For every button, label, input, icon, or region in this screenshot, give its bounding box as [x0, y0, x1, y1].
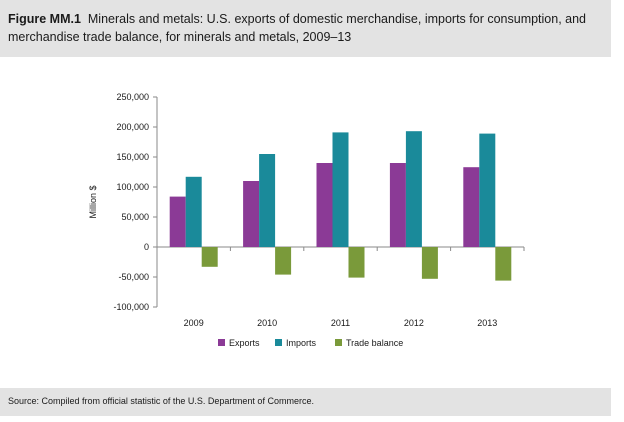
- legend-swatch-imports: [275, 339, 282, 346]
- bar-imports-2013: [479, 133, 496, 247]
- x-category-label: 2011: [331, 318, 350, 328]
- y-tick-label: -50,000: [118, 272, 149, 282]
- y-tick-label: -100,000: [113, 302, 149, 312]
- figure-label: Figure MM.1: [8, 12, 81, 26]
- y-tick-label: 200,000: [116, 122, 149, 132]
- legend-label-trade-balance: Trade balance: [346, 338, 403, 348]
- bar-trade-balance-2010: [275, 247, 292, 275]
- x-category-label: 2013: [477, 318, 497, 328]
- bar-exports-2012: [389, 163, 406, 247]
- source-bar: Source: Compiled from official statistic…: [0, 388, 611, 416]
- bar-trade-balance-2013: [495, 247, 512, 281]
- bar-imports-2010: [259, 154, 276, 247]
- source-note: Source: Compiled from official statistic…: [8, 396, 314, 406]
- y-axis-label: Million $: [88, 185, 98, 218]
- y-tick-label: 0: [144, 242, 149, 252]
- bar-exports-2010: [243, 181, 260, 247]
- legend-label-imports: Imports: [286, 338, 317, 348]
- bar-imports-2011: [332, 132, 349, 247]
- y-tick-label: 50,000: [121, 212, 149, 222]
- x-category-label: 2010: [257, 318, 277, 328]
- legend-label-exports: Exports: [229, 338, 260, 348]
- figure-title-text: Minerals and metals: U.S. exports of dom…: [8, 12, 587, 44]
- y-tick-label: 150,000: [116, 152, 149, 162]
- bar-exports-2009: [169, 196, 186, 247]
- bar-trade-balance-2011: [348, 247, 365, 278]
- bar-imports-2009: [185, 176, 202, 247]
- legend-swatch-trade-balance: [335, 339, 342, 346]
- x-category-label: 2009: [184, 318, 204, 328]
- bar-exports-2013: [463, 167, 480, 247]
- figure-title-bar: Figure MM.1 Minerals and metals: U.S. ex…: [0, 0, 611, 57]
- legend-swatch-exports: [218, 339, 225, 346]
- y-tick-label: 250,000: [116, 92, 149, 102]
- y-tick-label: 100,000: [116, 182, 149, 192]
- x-category-label: 2012: [404, 318, 424, 328]
- figure-title: Figure MM.1 Minerals and metals: U.S. ex…: [8, 10, 608, 46]
- bar-trade-balance-2012: [421, 247, 438, 279]
- bar-exports-2011: [316, 163, 333, 247]
- bar-imports-2012: [405, 131, 422, 247]
- bar-chart: 250,000 200,000 150,000 100,000 50,000 0 -50,0…: [88, 92, 525, 348]
- bar-trade-balance-2009: [201, 247, 218, 267]
